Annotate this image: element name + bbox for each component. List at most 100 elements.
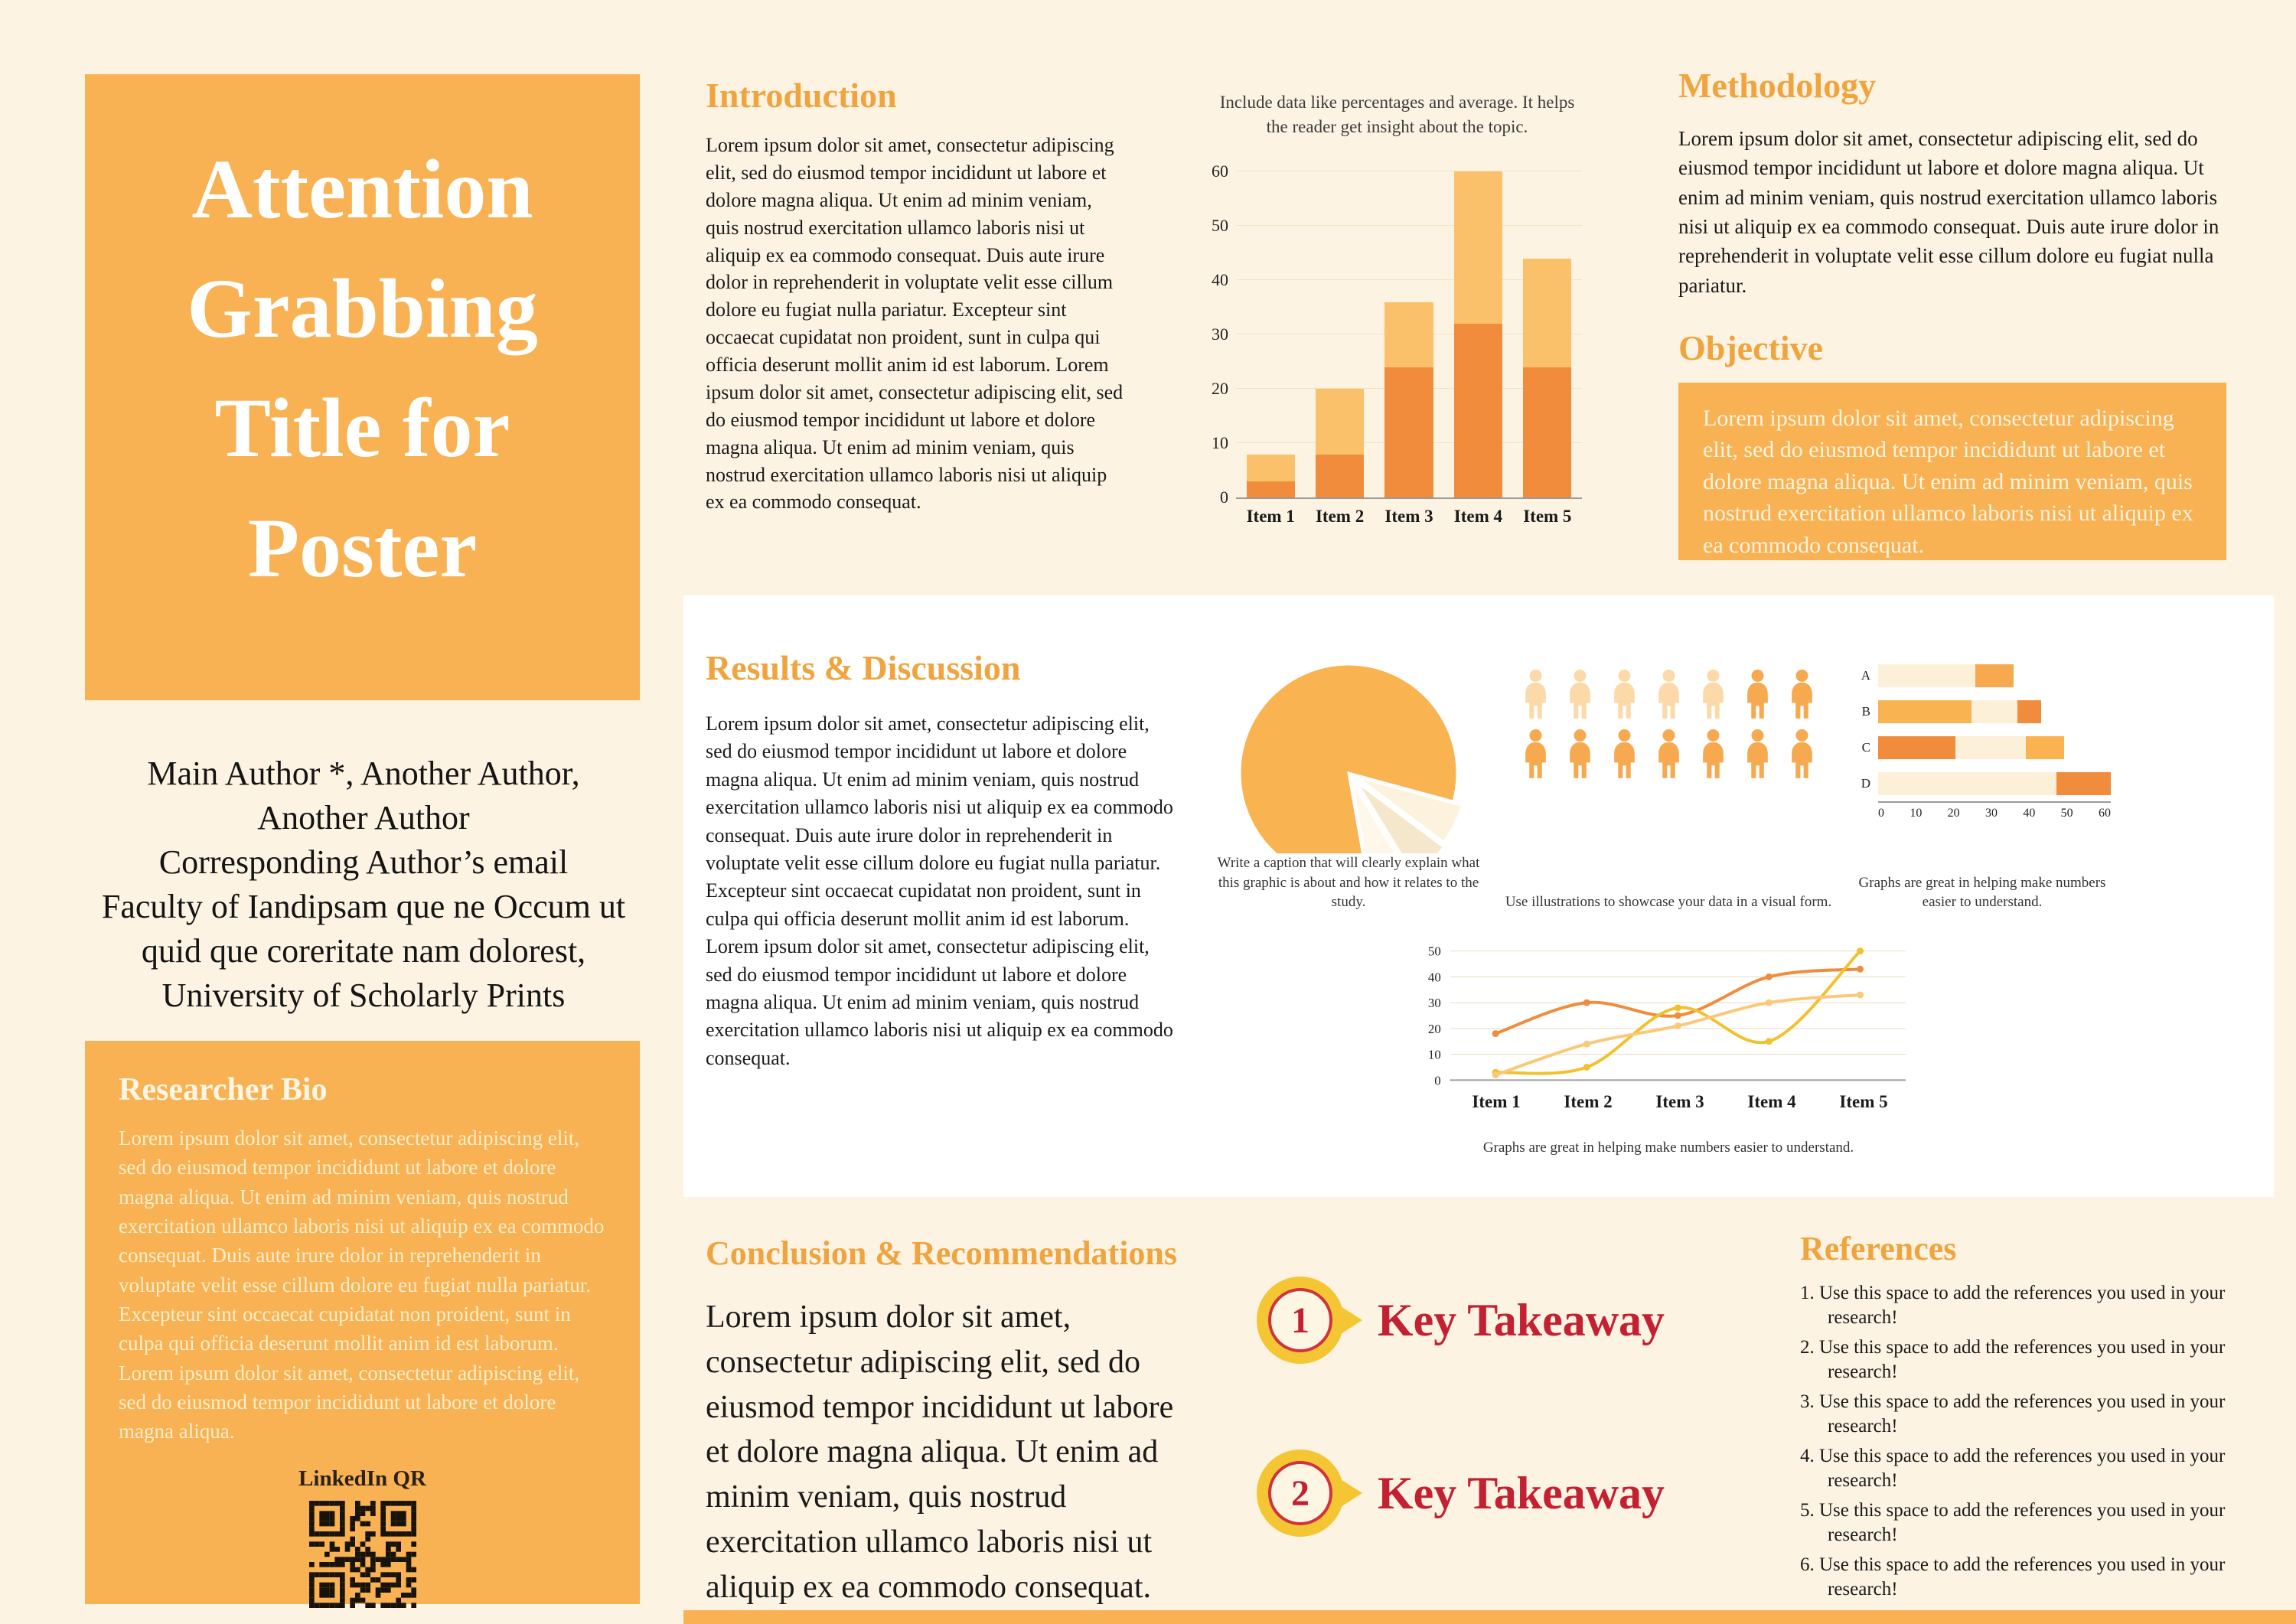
takeaway-2-pointer-icon bbox=[1341, 1479, 1362, 1507]
bar-column bbox=[1305, 171, 1374, 498]
takeaway-1-label: Key Takeaway bbox=[1378, 1294, 1665, 1345]
svg-text:40: 40 bbox=[1428, 970, 1441, 984]
bar-segment bbox=[1246, 454, 1295, 482]
reference-item: 2. Use this space to add the references … bbox=[1800, 1337, 2226, 1382]
bar-segment bbox=[1384, 302, 1433, 367]
bar-segment bbox=[1523, 367, 1572, 498]
line-marker bbox=[1583, 1063, 1590, 1071]
results-hbar-caption: Graphs are great in helping make numbers… bbox=[1858, 874, 2106, 911]
intro-bar-xlabels: Item 1 Item 2 Item 3 Item 4 Item 5 bbox=[1246, 507, 1572, 527]
methodology-heading: Methodology bbox=[1678, 66, 1877, 105]
person-icon bbox=[1746, 729, 1768, 778]
results-pictograph-caption: Use illustrations to showcase your data … bbox=[1505, 894, 1832, 911]
reference-item: 1. Use this space to add the references … bbox=[1800, 1283, 2226, 1328]
introduction-heading: Introduction bbox=[706, 76, 897, 115]
researcher-bio-body: Lorem ipsum dolor sit amet, consectetur … bbox=[119, 1127, 605, 1443]
bar-segment bbox=[1384, 367, 1433, 498]
svg-text:10: 10 bbox=[1428, 1048, 1441, 1062]
line-marker bbox=[1674, 1012, 1681, 1019]
line-marker bbox=[1674, 1022, 1681, 1029]
results-pie-svg bbox=[1238, 663, 1463, 854]
reference-item: 3. Use this space to add the references … bbox=[1800, 1391, 2226, 1436]
person-icon bbox=[1658, 669, 1679, 719]
hbar-segment bbox=[2025, 736, 2065, 759]
linkedin-qr-svg bbox=[308, 1500, 416, 1608]
takeaway-1-pin-icon: 1 bbox=[1257, 1277, 1362, 1364]
bar-column bbox=[1443, 171, 1512, 498]
key-takeaway-1: 1 Key Takeaway bbox=[1257, 1277, 1665, 1364]
results-pictograph-figure bbox=[1516, 660, 1821, 779]
hbar-row: A bbox=[1854, 664, 2111, 687]
reference-item: 4. Use this space to add the references … bbox=[1800, 1446, 2226, 1491]
person-icon bbox=[1746, 669, 1768, 719]
line-marker bbox=[1583, 1040, 1590, 1048]
hbar-row: C bbox=[1854, 736, 2111, 759]
key-takeaway-2: 2 Key Takeaway bbox=[1257, 1450, 1665, 1537]
takeaway-1-pointer-icon bbox=[1341, 1306, 1362, 1334]
line-marker bbox=[1674, 1004, 1681, 1012]
person-icon bbox=[1658, 729, 1679, 778]
line-marker bbox=[1857, 991, 1864, 999]
line-marker bbox=[1492, 1030, 1499, 1038]
hbar-segment bbox=[2017, 700, 2041, 723]
line-marker bbox=[1857, 947, 1864, 955]
person-icon bbox=[1791, 729, 1812, 778]
results-line-xlabels: Item 1 Item 2 Item 3 Item 4 Item 5 bbox=[1472, 1092, 1888, 1111]
linkedin-qr bbox=[119, 1500, 606, 1612]
bar-segment bbox=[1523, 259, 1572, 367]
person-icon bbox=[1525, 729, 1546, 778]
hbar-segment bbox=[1878, 700, 1971, 723]
hbar-row: B bbox=[1854, 700, 2111, 723]
poster-title: Attention Grabbing Title for Poster bbox=[187, 142, 538, 595]
person-icon bbox=[1613, 729, 1635, 778]
person-icon bbox=[1569, 669, 1590, 719]
hbar-row: D bbox=[1854, 772, 2111, 795]
bar-column bbox=[1236, 171, 1305, 498]
bar-column bbox=[1513, 171, 1582, 498]
linkedin-qr-label: LinkedIn QR bbox=[298, 1466, 426, 1491]
bar-segment bbox=[1315, 454, 1365, 498]
hbar-segment bbox=[1955, 736, 2026, 759]
takeaway-2-pin-icon: 2 bbox=[1257, 1450, 1362, 1537]
bar-segment bbox=[1246, 481, 1295, 498]
results-panel bbox=[683, 595, 2274, 1197]
bottom-accent-strip bbox=[683, 1610, 2296, 1624]
title-box: Attention Grabbing Title for Poster bbox=[85, 74, 640, 700]
takeaway-2-number: 2 bbox=[1268, 1461, 1332, 1525]
person-icon bbox=[1613, 669, 1635, 719]
line-marker bbox=[1583, 999, 1590, 1006]
reference-item: 5. Use this space to add the references … bbox=[1800, 1500, 2226, 1545]
svg-text:20: 20 bbox=[1428, 1022, 1441, 1036]
methodology-body: Lorem ipsum dolor sit amet, consectetur … bbox=[1678, 127, 2219, 297]
researcher-bio-box: Researcher Bio Lorem ipsum dolor sit ame… bbox=[85, 1041, 640, 1608]
results-heading: Results & Discussion bbox=[706, 648, 1021, 687]
line-marker bbox=[1765, 1038, 1773, 1045]
bar-segment bbox=[1453, 324, 1503, 498]
references-heading: References bbox=[1800, 1230, 1957, 1267]
pie-slice bbox=[1355, 775, 1463, 844]
results-pie-block: Write a caption that will clearly explai… bbox=[1214, 660, 1483, 912]
hbar-segment bbox=[1878, 664, 1975, 687]
hbar-segment bbox=[1878, 772, 2057, 795]
results-pie-caption: Write a caption that will clearly explai… bbox=[1217, 855, 1480, 911]
researcher-bio-heading: Researcher Bio bbox=[119, 1072, 328, 1107]
person-icon bbox=[1702, 729, 1724, 778]
hbar-segment bbox=[2056, 772, 2111, 795]
references-list: 1. Use this space to add the references … bbox=[1800, 1281, 2233, 1624]
objective-box: Lorem ipsum dolor sit amet, consectetur … bbox=[1678, 383, 2226, 560]
pie-slice bbox=[1238, 663, 1459, 854]
takeaway-2-label: Key Takeaway bbox=[1378, 1467, 1665, 1518]
bar-column bbox=[1375, 171, 1443, 498]
pie-slice bbox=[1350, 781, 1397, 854]
person-icon bbox=[1569, 729, 1590, 778]
results-hbar-figure: A B C D 0 10 20 30 40 50 60 bbox=[1854, 660, 2111, 820]
intro-bar-chart: Include data like percentages and averag… bbox=[1189, 90, 1606, 527]
results-hbar-block: A B C D 0 10 20 30 40 50 60 Graphs are great in he… bbox=[1854, 660, 2111, 912]
person-icon bbox=[1791, 669, 1812, 719]
bar-segment bbox=[1453, 171, 1503, 324]
bar-segment bbox=[1315, 389, 1365, 455]
authors-block: Main Author *, Another Author, Another A… bbox=[101, 755, 626, 1015]
conclusion-body: Lorem ipsum dolor sit amet, consectetur … bbox=[706, 1300, 1174, 1605]
objective-body: Lorem ipsum dolor sit amet, consectetur … bbox=[1703, 406, 2193, 558]
line-marker bbox=[1492, 1071, 1499, 1079]
